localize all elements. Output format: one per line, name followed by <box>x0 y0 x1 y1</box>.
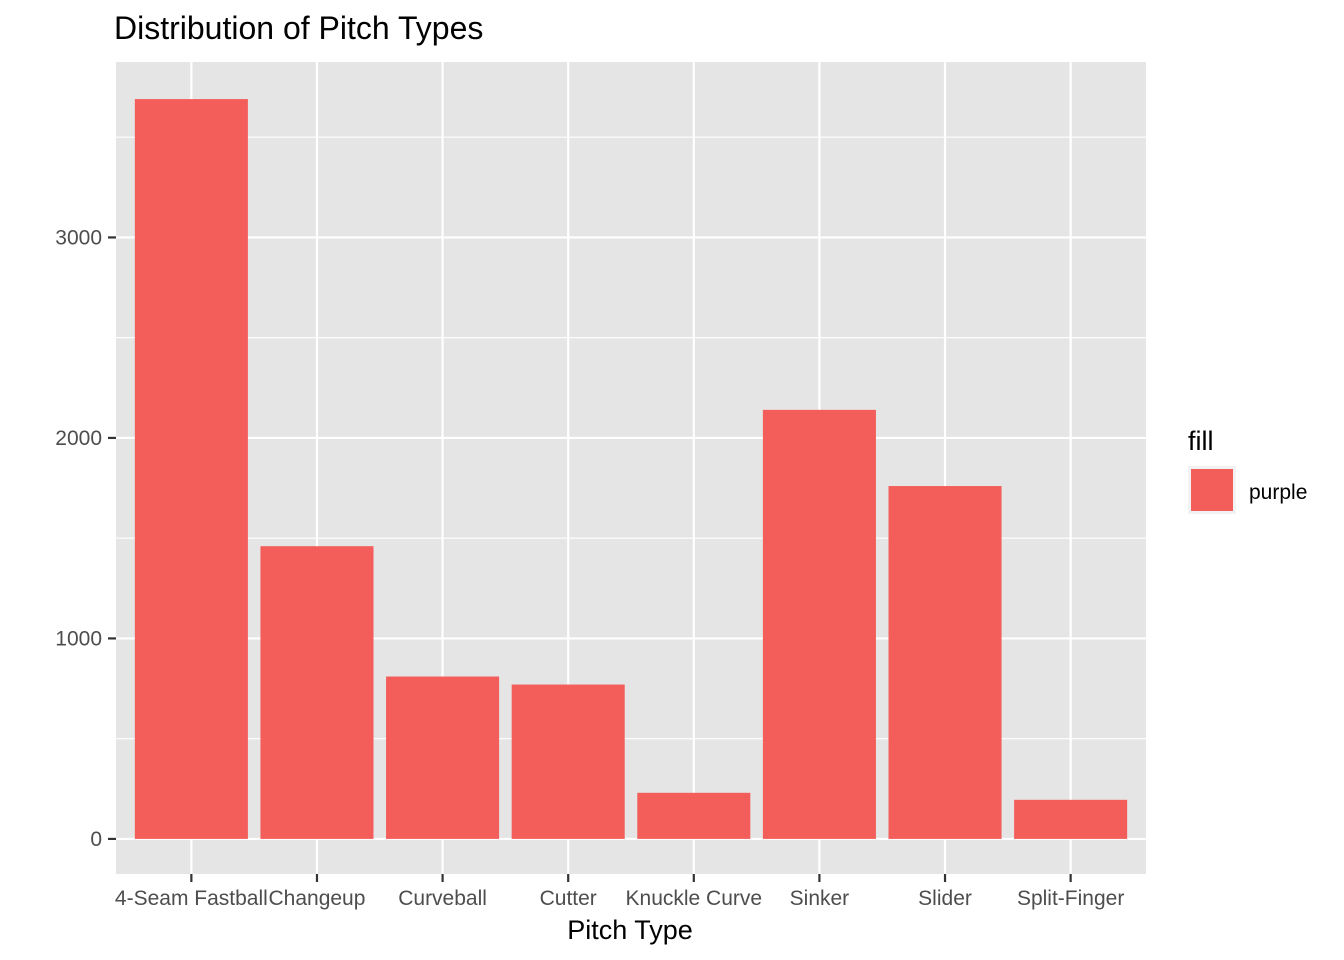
y-tick-label: 3000 <box>55 226 102 249</box>
x-tick-label: 4-Seam Fastball <box>115 887 268 910</box>
y-axis: 0 1000 2000 3000 <box>55 226 116 851</box>
x-tick-label: Sinker <box>790 887 850 910</box>
x-tick-label: Curveball <box>398 887 487 910</box>
bar-cutter <box>511 684 625 839</box>
bar-changeup <box>260 546 374 839</box>
bar-4-seam-fastball <box>134 99 248 839</box>
chart-title: Distribution of Pitch Types <box>114 10 483 46</box>
legend: fill purple <box>1188 426 1307 514</box>
bars <box>134 99 1128 839</box>
legend-label-purple: purple <box>1249 481 1307 504</box>
x-axis-title: Pitch Type <box>567 915 693 945</box>
x-tick-label: Cutter <box>540 887 597 910</box>
bar-curveball <box>386 676 500 839</box>
bar-knuckle-curve <box>637 792 751 839</box>
y-tick-label: 1000 <box>55 627 102 650</box>
y-tick-label: 0 <box>90 828 102 851</box>
x-axis: 4-Seam Fastball Changeup Curveball Cutter Kn… <box>115 874 1124 910</box>
y-tick-label: 2000 <box>55 427 102 450</box>
bar-slider <box>888 486 1002 839</box>
bar-sinker <box>762 409 876 839</box>
x-tick-label: Slider <box>918 887 972 910</box>
legend-key-purple <box>1191 469 1233 511</box>
x-tick-label: Knuckle Curve <box>626 887 763 910</box>
legend-title: fill <box>1188 426 1214 456</box>
bar-split-finger <box>1014 799 1128 839</box>
x-tick-label: Split-Finger <box>1017 887 1124 910</box>
x-tick-label: Changeup <box>269 887 366 910</box>
